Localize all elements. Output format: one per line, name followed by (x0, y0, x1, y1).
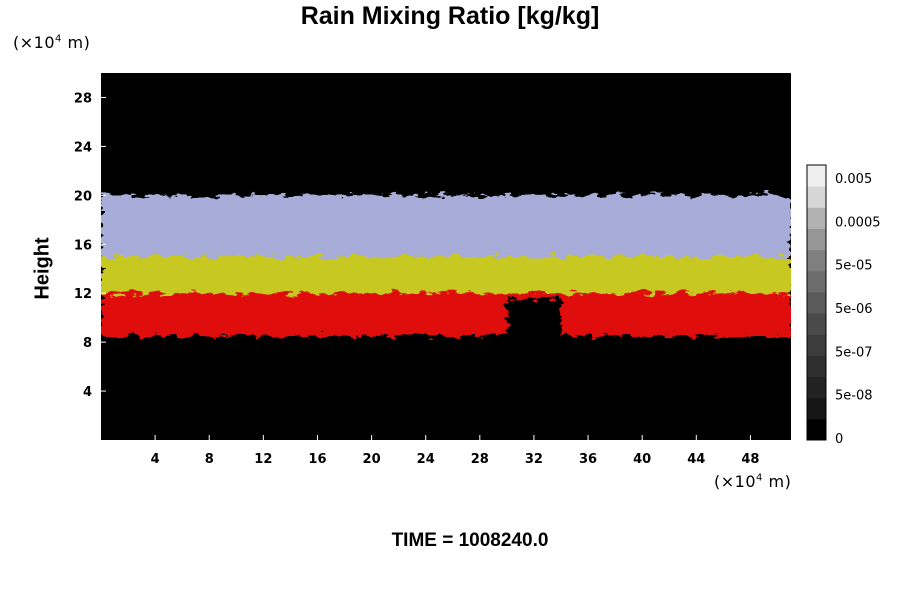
x-tick-label: 20 (363, 452, 381, 467)
colorbar-label: 5e-06 (835, 302, 873, 317)
x-tick-label: 16 (308, 452, 326, 467)
y-tick-label: 28 (74, 91, 92, 106)
colorbar-swatch (807, 376, 826, 399)
x-tick-label: 48 (741, 452, 759, 467)
colorbar: 0.005 0.0005 5e-05 5e-06 5e-07 5e-08 0 (806, 164, 881, 447)
band-red (101, 287, 791, 337)
y-tick-label: 4 (83, 385, 92, 400)
colorbar-label: 0 (835, 432, 843, 447)
colorbar-swatch (807, 270, 826, 293)
y-tick-label: 8 (83, 336, 92, 351)
colorbar-swatch (807, 334, 826, 356)
time-label: TIME = 1008240.0 (391, 530, 549, 551)
x-axis-unit: (×104 m) (714, 472, 792, 491)
y-axis-ticks: 4 8 12 16 20 24 28 (74, 91, 106, 400)
band-blue-white (101, 195, 791, 257)
x-tick-label: 44 (687, 452, 705, 467)
y-axis-unit: (×104 m) (13, 33, 91, 52)
x-tick-label: 8 (205, 452, 214, 467)
colorbar-swatch (807, 186, 826, 208)
y-tick-label: 24 (74, 140, 92, 155)
colorbar-swatch (807, 397, 826, 420)
x-tick-label: 4 (151, 452, 160, 467)
x-tick-label: 32 (525, 452, 543, 467)
colorbar-label: 5e-05 (835, 259, 873, 274)
colorbar-swatch (807, 228, 826, 251)
y-tick-label: 12 (74, 287, 92, 302)
x-tick-label: 28 (471, 452, 489, 467)
band-gap (506, 299, 561, 343)
colorbar-label: 5e-07 (835, 345, 873, 360)
colorbar-swatch (807, 291, 826, 314)
x-axis-ticks: 4 8 12 16 20 24 28 32 36 40 44 48 (151, 435, 759, 467)
y-tick-label: 20 (74, 189, 92, 204)
colorbar-label: 0.0005 (835, 215, 881, 230)
colorbar-swatch (807, 249, 826, 272)
colorbar-swatch (807, 418, 826, 441)
y-tick-label: 16 (74, 238, 92, 253)
colorbar-label: 5e-08 (835, 389, 873, 404)
colorbar-swatch (807, 207, 826, 229)
x-tick-label: 36 (579, 452, 597, 467)
chart-title: Rain Mixing Ratio [kg/kg] (300, 2, 600, 30)
x-tick-label: 40 (633, 452, 651, 467)
colorbar-swatch (807, 355, 826, 378)
colorbar-label: 0.005 (835, 172, 872, 187)
colorbar-swatch (807, 165, 826, 187)
colorbar-swatch (807, 313, 826, 335)
colorbar-frame (806, 164, 827, 441)
data-layer (101, 195, 791, 343)
x-tick-label: 12 (254, 452, 272, 467)
x-tick-label: 24 (417, 452, 435, 467)
